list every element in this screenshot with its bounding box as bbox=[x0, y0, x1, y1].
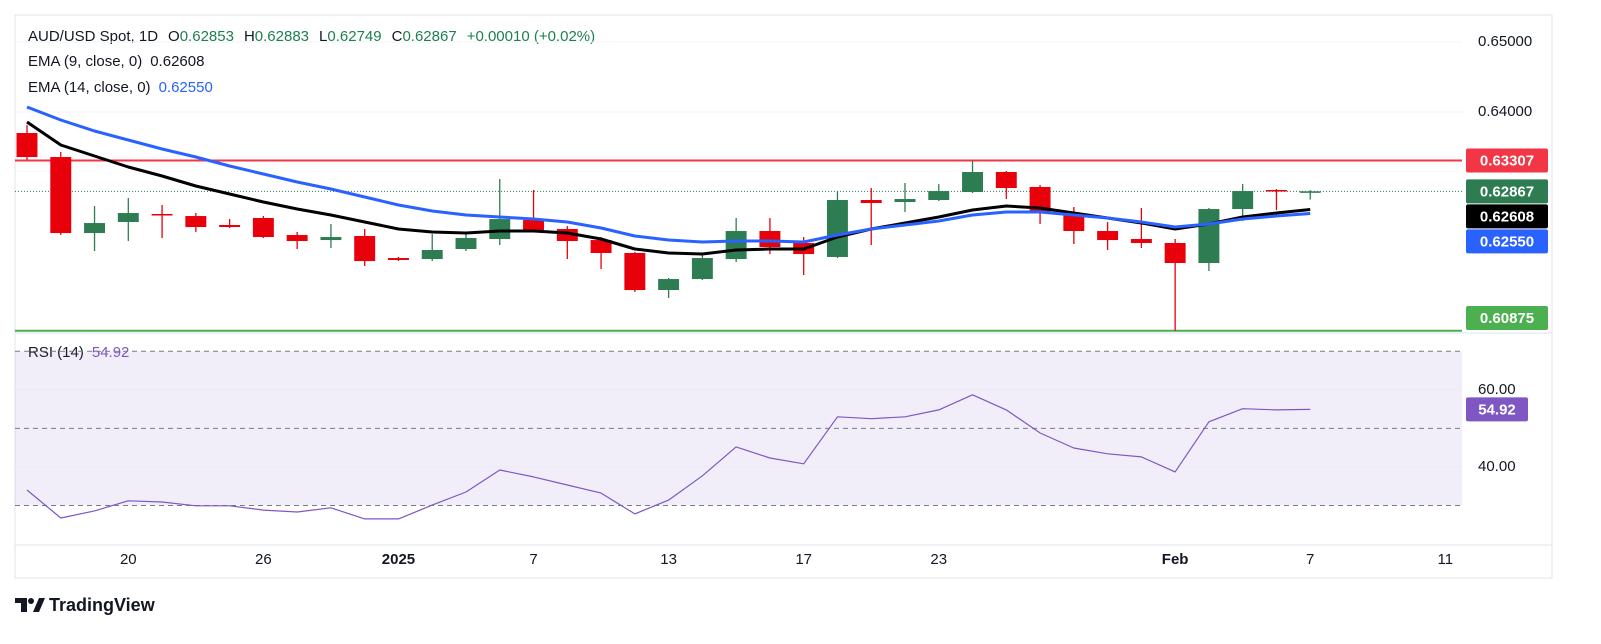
candle-body bbox=[962, 172, 983, 193]
candle-body bbox=[1299, 191, 1321, 193]
x-tick-label: 2025 bbox=[382, 551, 415, 568]
legend-main: AUD/USD Spot, 1D O0.62853 H0.62883 L0.62749… bbox=[28, 28, 595, 45]
candle-body bbox=[1265, 190, 1287, 192]
price-badge bbox=[1466, 229, 1548, 254]
rsi-badge bbox=[1466, 397, 1528, 422]
ema-value: 0.62550 bbox=[159, 79, 213, 96]
price-badge bbox=[1466, 306, 1548, 330]
ohlc-value: 0.62867 bbox=[402, 28, 456, 45]
candle-body bbox=[725, 231, 747, 260]
candle-body bbox=[489, 219, 511, 239]
candle-body bbox=[387, 258, 409, 260]
price-badge-label: 0.62867 bbox=[1480, 183, 1534, 200]
price-badge bbox=[1466, 204, 1548, 229]
ema-name: EMA (14, close, 0) bbox=[28, 79, 151, 96]
ohlc-label: H bbox=[244, 28, 255, 45]
x-tick-label: 17 bbox=[795, 551, 812, 568]
legend-ema: EMA (9, close, 0) 0.62608 bbox=[28, 53, 204, 70]
candle-body bbox=[928, 191, 950, 201]
x-tick-label: 26 bbox=[255, 551, 272, 568]
ema-value: 0.62608 bbox=[150, 53, 204, 70]
ohlc-value: 0.62853 bbox=[180, 28, 234, 45]
chart-frame bbox=[14, 14, 1553, 579]
price-badge-label: 0.63307 bbox=[1480, 152, 1534, 169]
rsi-tick-label: 60.00 bbox=[1478, 381, 1516, 398]
change: +0.00010 (+0.02%) bbox=[467, 28, 595, 45]
x-tick-label: 7 bbox=[1306, 551, 1314, 568]
candle-body bbox=[455, 238, 477, 250]
ohlc-label: C bbox=[392, 28, 403, 45]
x-tick-label: Feb bbox=[1162, 551, 1189, 568]
price-badge bbox=[1466, 179, 1548, 204]
candle-body bbox=[421, 249, 443, 260]
candle-body bbox=[219, 225, 241, 228]
ohlc-label: L bbox=[319, 28, 327, 45]
candle-body bbox=[286, 235, 308, 242]
candle-body bbox=[894, 199, 916, 203]
candle-body bbox=[590, 240, 612, 253]
x-tick-label: 20 bbox=[120, 551, 137, 568]
rsi-line bbox=[26, 394, 1311, 520]
candle-body bbox=[1130, 239, 1152, 243]
candle-body bbox=[1029, 186, 1051, 213]
rsi-name: RSI (14) bbox=[28, 344, 84, 361]
candle-body bbox=[320, 237, 342, 241]
ohlc-value: 0.62883 bbox=[255, 28, 309, 45]
logo-mark bbox=[33, 598, 45, 612]
rsi-badge-label: 54.92 bbox=[1478, 401, 1516, 418]
x-tick-label: 13 bbox=[660, 551, 677, 568]
candle-body bbox=[354, 235, 376, 262]
candle-body bbox=[624, 253, 646, 291]
symbol: AUD/USD Spot, 1D bbox=[28, 28, 158, 45]
legend-ema: EMA (14, close, 0) 0.62550 bbox=[28, 79, 213, 96]
y-tick-label: 0.64000 bbox=[1478, 103, 1532, 120]
candle-body bbox=[1063, 213, 1085, 232]
price-badge-label: 0.62550 bbox=[1480, 233, 1534, 250]
logo: TradingView bbox=[15, 595, 156, 615]
candle-body bbox=[151, 214, 173, 216]
logo-mark bbox=[15, 598, 27, 612]
ema-line bbox=[26, 105, 1311, 244]
candle-body bbox=[50, 157, 72, 234]
candle-body bbox=[691, 258, 713, 280]
candle-body bbox=[185, 216, 207, 228]
candle-body bbox=[995, 172, 1017, 189]
x-tick-label: 11 bbox=[1438, 551, 1454, 568]
candle-body bbox=[16, 133, 38, 158]
candle-body bbox=[860, 200, 882, 204]
logo-mark bbox=[28, 598, 34, 604]
rsi-tick-label: 40.00 bbox=[1478, 458, 1516, 475]
price-badge-label: 0.60875 bbox=[1480, 310, 1534, 327]
price-badge-label: 0.62608 bbox=[1480, 208, 1534, 225]
ema-name: EMA (9, close, 0) bbox=[28, 53, 142, 70]
brand: TradingView bbox=[49, 595, 156, 615]
candle-body bbox=[1198, 209, 1220, 264]
y-tick-label: 0.65000 bbox=[1478, 33, 1532, 50]
legend-rsi: RSI (14) 54.92 bbox=[28, 344, 129, 361]
ohlc-value: 0.62749 bbox=[327, 28, 381, 45]
candle-body bbox=[826, 200, 848, 257]
candle-body bbox=[1232, 191, 1254, 210]
price-badge bbox=[1466, 148, 1548, 173]
candle-body bbox=[523, 220, 545, 231]
candle-body bbox=[1164, 242, 1186, 264]
ohlc-label: O bbox=[168, 28, 180, 45]
candle-body bbox=[117, 213, 139, 222]
candle-body bbox=[658, 279, 680, 291]
x-tick-label: 23 bbox=[930, 551, 947, 568]
candle-body bbox=[1097, 231, 1119, 241]
x-tick-label: 7 bbox=[529, 551, 537, 568]
candle-body bbox=[84, 223, 106, 234]
candle-body bbox=[252, 218, 274, 238]
candle-body bbox=[759, 231, 781, 248]
rsi-value: 54.92 bbox=[92, 344, 130, 361]
